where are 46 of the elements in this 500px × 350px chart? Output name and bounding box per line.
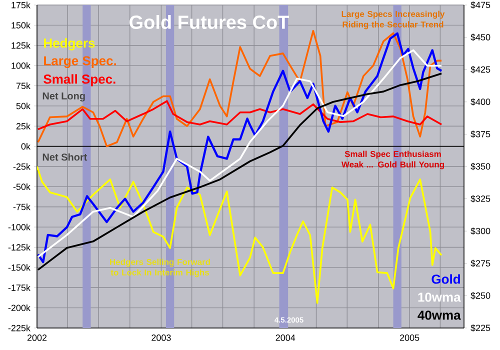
y2-tick-label: $350 <box>470 162 490 170</box>
y-tick-label: -225k <box>8 324 30 332</box>
y-tick-label: -100k <box>8 224 30 230</box>
y-tick-label: 150k <box>12 22 30 28</box>
y2-tick-label: $450 <box>470 34 490 41</box>
y-tick-label: 25k <box>16 122 30 130</box>
y2-tick-label: $325 <box>470 195 490 202</box>
y-tick-label: -50k <box>13 183 30 190</box>
text: Large Spec. <box>44 56 116 68</box>
chart-title: Gold Futures CoT <box>130 15 290 29</box>
y2-tick-label: $250 <box>470 292 490 300</box>
y-tick-label: -200k <box>8 304 30 312</box>
y-tick-label: -150k <box>8 264 30 271</box>
x-tick-label: 2003 <box>152 334 171 341</box>
annotation: Small Spec Enthusiasm Weak ... Gold Bull Young <box>341 150 444 170</box>
y-tick-label: 175k <box>12 2 30 8</box>
series-label: Small Spec. <box>44 74 116 86</box>
y-tick-label: -125k <box>8 244 30 251</box>
y-tick-label: 0k <box>21 142 30 150</box>
text: Gold <box>432 274 460 284</box>
annotation: Hedgers Selling Forward to Lock In Interim Highs <box>110 258 210 278</box>
x-tick-label: 2004 <box>276 334 296 341</box>
y2-tick-label: $300 <box>470 227 490 235</box>
text: 40wma <box>418 310 461 320</box>
y-tick-label: 75k <box>16 82 30 90</box>
y-tick-label: -75k <box>13 204 30 210</box>
y-tick-label: 50k <box>16 102 30 110</box>
y2-tick-label: $225 <box>470 324 490 332</box>
text: Hedgers <box>44 38 95 50</box>
annotation: Large Specs Increasingly Riding the Secular Trend <box>342 10 445 30</box>
y2-tick-label: $475 <box>470 1 490 9</box>
y-tick-label: -25k <box>13 163 30 170</box>
x-tick-label: 2005 <box>400 334 420 341</box>
y2-tick-label: $400 <box>470 98 490 106</box>
y2-tick-label: $275 <box>470 260 490 268</box>
line-series <box>37 30 442 148</box>
x-tick-label: 2002 <box>27 334 47 341</box>
y2-tick-label: $375 <box>470 130 490 138</box>
y-tick-label: 125k <box>12 42 30 49</box>
y2-tick-label: $425 <box>470 66 490 74</box>
y-tick-label: -175k <box>8 284 30 291</box>
line-series <box>37 100 442 130</box>
text: 10wma <box>418 292 461 302</box>
annotation: Net Short <box>42 153 88 161</box>
y-tick-label: 100k <box>12 62 30 69</box>
annotation: Net Long <box>42 92 85 102</box>
